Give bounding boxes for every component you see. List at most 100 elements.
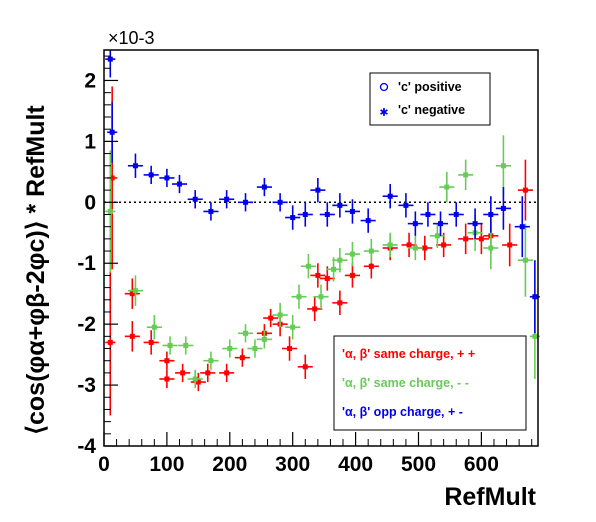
- y-axis-title: ⟨cos(φα+φβ-2φc)⟩ * RefMult: [22, 105, 50, 435]
- data-point: [444, 184, 450, 190]
- data-point: [522, 257, 528, 263]
- data-point: [349, 251, 355, 257]
- data-point: [368, 248, 374, 254]
- legend-pairs: 'α, β' same charge, + + 'α, β' same char…: [333, 335, 527, 431]
- data-point: [532, 333, 538, 339]
- data-point: [324, 211, 330, 217]
- data-point: [296, 294, 302, 300]
- data-point: [403, 202, 409, 208]
- data-point: [387, 242, 393, 248]
- data-point: [412, 221, 418, 227]
- data-point: [349, 272, 355, 278]
- data-point: [227, 346, 233, 352]
- data-point: [302, 364, 308, 370]
- y-tick-label: 0: [84, 191, 96, 214]
- data-point: [488, 245, 494, 251]
- data-point: [239, 355, 245, 361]
- data-point: [522, 187, 528, 193]
- data-point: [463, 236, 469, 242]
- data-point: [164, 175, 170, 181]
- data-marks: [105, 50, 540, 416]
- data-point: [324, 275, 330, 281]
- legend-c-negative: 'c' negative: [398, 103, 465, 117]
- data-point: [425, 211, 431, 217]
- data-point: [519, 224, 525, 230]
- data-point: [331, 266, 337, 272]
- data-point: [365, 218, 371, 224]
- legend-same-charge-neg: 'α, β' same charge, - -: [342, 376, 469, 390]
- legend-pairs-box: [333, 335, 527, 431]
- data-point: [148, 172, 154, 178]
- x-tick-label: 300: [275, 453, 310, 476]
- data-point: [337, 257, 343, 263]
- y-tick-label: 2: [84, 69, 96, 92]
- data-point: [208, 208, 214, 214]
- data-point: [412, 245, 418, 251]
- data-point: [164, 376, 170, 382]
- data-point: [151, 324, 157, 330]
- y-tick-label: -3: [77, 374, 96, 397]
- legend-c-positive: 'c' positive: [398, 80, 462, 94]
- data-point: [107, 339, 113, 345]
- data-point: [368, 263, 374, 269]
- data-point: [148, 339, 154, 345]
- open-circle-marker-icon: [379, 82, 389, 92]
- data-point: [132, 288, 138, 294]
- data-point: [205, 370, 211, 376]
- x-tick-label: 400: [338, 453, 373, 476]
- data-point: [453, 211, 459, 217]
- y-tick-label: -2: [77, 313, 96, 336]
- data-point: [109, 175, 115, 181]
- data-point: [337, 300, 343, 306]
- legend-charge: 'c' positive ✱ 'c' negative: [369, 72, 491, 126]
- data-point: [107, 208, 113, 214]
- data-point: [315, 187, 321, 193]
- x-tick-label: 100: [149, 453, 184, 476]
- data-point: [500, 205, 506, 211]
- series-2: [105, 50, 540, 334]
- data-point: [176, 181, 182, 187]
- data-point: [224, 196, 230, 202]
- data-point: [192, 196, 198, 202]
- data-point: [290, 215, 296, 221]
- data-point: [472, 221, 478, 227]
- data-point: [183, 342, 189, 348]
- data-point: [109, 129, 115, 135]
- data-point: [243, 330, 249, 336]
- data-point: [192, 376, 198, 382]
- y-tick-label: -1: [77, 252, 96, 275]
- data-point: [337, 202, 343, 208]
- data-point: [208, 358, 214, 364]
- filled-star-marker-icon: ✱: [379, 106, 388, 119]
- data-point: [422, 245, 428, 251]
- data-point: [463, 172, 469, 178]
- data-point: [268, 315, 274, 321]
- data-point: [434, 233, 440, 239]
- data-point: [195, 379, 201, 385]
- data-point: [224, 370, 230, 376]
- data-point: [312, 306, 318, 312]
- data-point: [107, 56, 113, 62]
- data-point: [277, 312, 283, 318]
- x-tick-label: 0: [98, 453, 110, 476]
- legend-charge-box: [369, 72, 491, 126]
- data-point: [349, 208, 355, 214]
- data-point: [243, 199, 249, 205]
- data-point: [287, 346, 293, 352]
- legend-same-charge-pos: 'α, β' same charge, + +: [342, 347, 475, 361]
- x-tick-label: 600: [464, 453, 499, 476]
- axis-ticks: 0 100 200 300 400 500 600 -4 -3 -2 -1 0 1 2: [77, 55, 533, 476]
- data-point: [438, 221, 444, 227]
- y-multiplier-label: ×10-3: [108, 28, 155, 48]
- data-point: [305, 263, 311, 269]
- data-point: [488, 211, 494, 217]
- data-point: [129, 333, 135, 339]
- data-point: [318, 294, 324, 300]
- data-point: [315, 272, 321, 278]
- data-point: [507, 242, 513, 248]
- data-point: [406, 242, 412, 248]
- data-point: [441, 242, 447, 248]
- data-point: [167, 342, 173, 348]
